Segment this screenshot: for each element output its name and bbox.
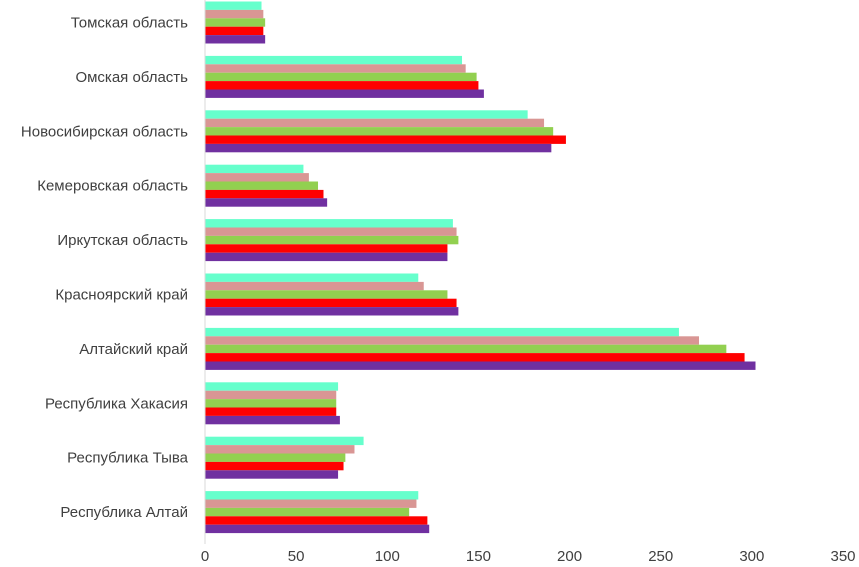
bar bbox=[205, 415, 340, 425]
bar bbox=[205, 516, 428, 525]
bar bbox=[205, 110, 528, 119]
x-tick-label: 200 bbox=[557, 548, 582, 565]
bar bbox=[205, 445, 355, 454]
x-tick-label: 100 bbox=[375, 548, 400, 565]
bar bbox=[205, 327, 679, 337]
category-label: Иркутская область bbox=[57, 232, 188, 249]
bar bbox=[205, 336, 699, 345]
bar bbox=[205, 9, 264, 19]
bar bbox=[205, 436, 364, 446]
bar bbox=[205, 273, 419, 282]
bar bbox=[205, 1, 262, 10]
bar bbox=[205, 173, 309, 182]
bar bbox=[205, 244, 448, 253]
bar bbox=[205, 219, 453, 228]
x-tick-label: 350 bbox=[830, 548, 855, 565]
bar bbox=[205, 499, 417, 508]
bar bbox=[205, 344, 727, 354]
bar bbox=[205, 390, 337, 400]
bars-group bbox=[205, 1, 756, 534]
category-label: Алтайский край bbox=[79, 341, 188, 358]
x-tick-label: 150 bbox=[466, 548, 491, 565]
category-label: Республика Алтай bbox=[60, 504, 188, 521]
x-tick-label: 300 bbox=[739, 548, 764, 565]
bar bbox=[205, 89, 484, 98]
bar bbox=[205, 281, 424, 291]
x-tick-label: 0 bbox=[201, 548, 209, 565]
bar bbox=[205, 55, 463, 65]
bar bbox=[205, 399, 337, 408]
category-label: Красноярский край bbox=[55, 287, 188, 304]
bar bbox=[205, 353, 745, 362]
bar bbox=[205, 189, 324, 199]
bar bbox=[205, 507, 410, 517]
category-label: Томская область bbox=[71, 15, 188, 32]
bar bbox=[205, 524, 430, 534]
bar bbox=[205, 361, 756, 370]
category-label: Республика Тыва bbox=[67, 450, 189, 467]
category-label: Республика Хакасия bbox=[45, 395, 188, 412]
x-tick-label: 250 bbox=[648, 548, 673, 565]
bar bbox=[205, 35, 266, 44]
bar bbox=[205, 298, 457, 308]
bar bbox=[205, 453, 346, 462]
bar bbox=[205, 252, 448, 262]
bar bbox=[205, 491, 419, 500]
bar bbox=[205, 18, 266, 27]
bar bbox=[205, 407, 337, 416]
category-label: Омская область bbox=[75, 69, 188, 86]
x-tick-label: 50 bbox=[288, 548, 305, 565]
bar bbox=[205, 72, 477, 82]
category-labels: Томская область Омская область Новосибирск… bbox=[21, 15, 189, 522]
category-label: Кемеровская область bbox=[37, 178, 188, 195]
bar bbox=[205, 198, 328, 207]
bar bbox=[205, 470, 339, 479]
bar bbox=[205, 181, 319, 190]
category-label: Новосибирская область bbox=[21, 123, 188, 140]
bar bbox=[205, 118, 545, 128]
bar bbox=[205, 461, 344, 471]
x-axis-tick-labels: 0 50 100 150 200 250 300 350 bbox=[201, 548, 856, 565]
bar bbox=[205, 127, 554, 136]
bar bbox=[205, 81, 479, 90]
bar bbox=[205, 164, 304, 174]
bar bbox=[205, 143, 552, 153]
bar bbox=[205, 235, 459, 245]
bar bbox=[205, 307, 459, 316]
bar bbox=[205, 26, 264, 36]
bar bbox=[205, 64, 466, 73]
bar bbox=[205, 135, 566, 144]
bar bbox=[205, 227, 457, 236]
bar bbox=[205, 290, 448, 299]
bar bbox=[205, 382, 339, 391]
